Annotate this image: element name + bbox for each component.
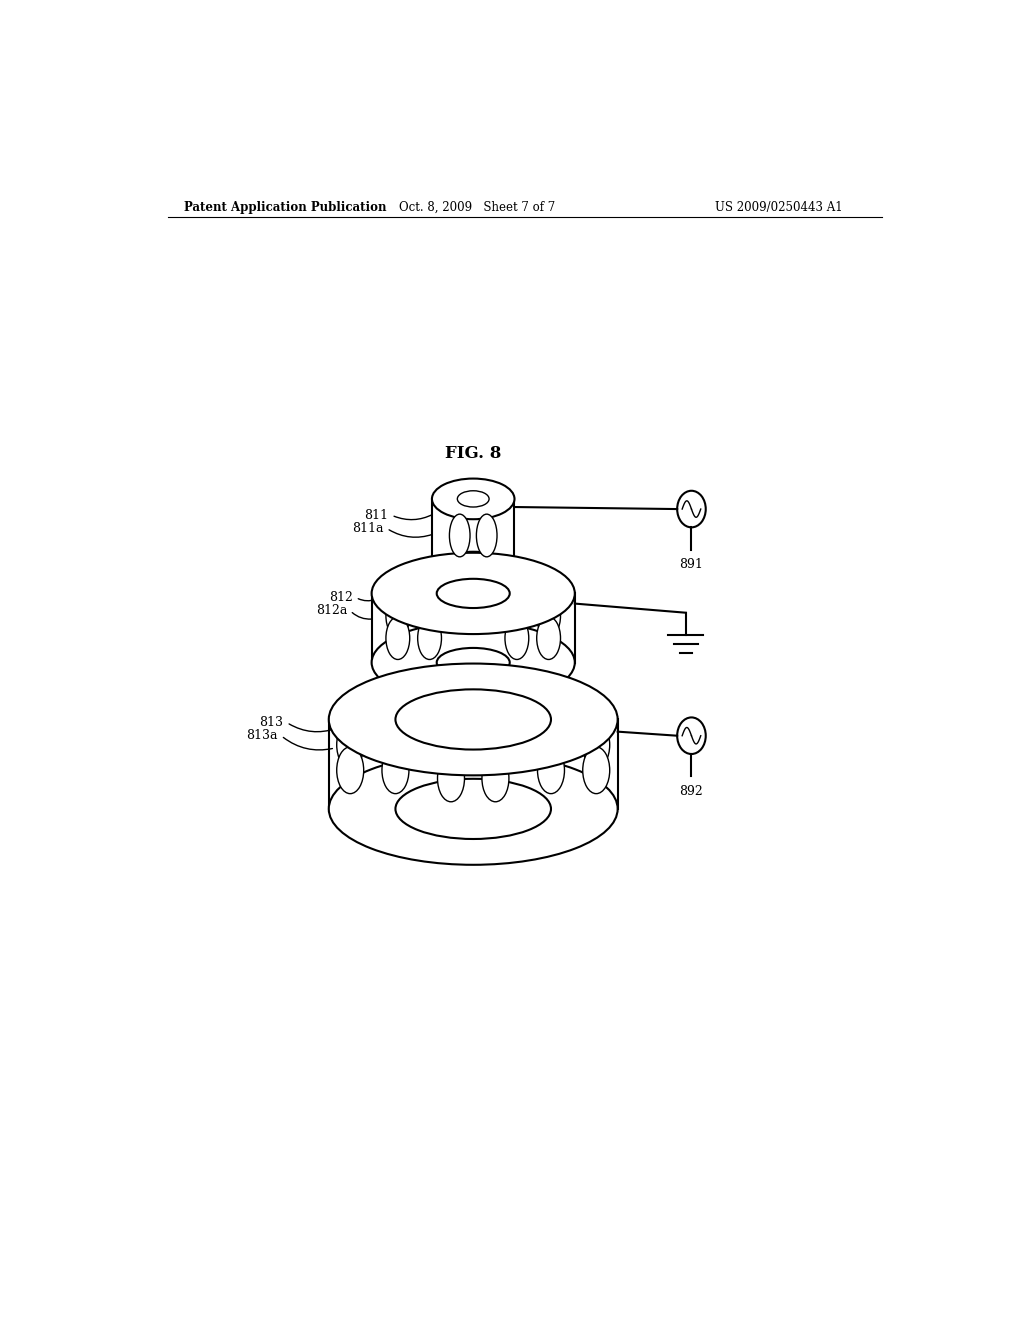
Ellipse shape — [432, 479, 514, 519]
Text: 892: 892 — [680, 784, 703, 797]
Ellipse shape — [386, 594, 410, 638]
Ellipse shape — [578, 692, 603, 706]
Text: US 2009/0250443 A1: US 2009/0250443 A1 — [715, 201, 843, 214]
Text: 811a: 811a — [352, 521, 384, 535]
Ellipse shape — [436, 648, 510, 677]
Ellipse shape — [554, 697, 580, 711]
Ellipse shape — [482, 731, 509, 779]
Ellipse shape — [329, 664, 617, 775]
Text: 813: 813 — [259, 715, 284, 729]
Ellipse shape — [424, 565, 446, 577]
Ellipse shape — [437, 704, 461, 718]
Ellipse shape — [394, 576, 417, 587]
Ellipse shape — [592, 709, 616, 722]
Ellipse shape — [437, 755, 465, 801]
Ellipse shape — [461, 676, 486, 690]
Ellipse shape — [382, 722, 409, 768]
Ellipse shape — [538, 747, 564, 793]
Ellipse shape — [529, 576, 552, 587]
Ellipse shape — [432, 552, 514, 593]
Polygon shape — [329, 719, 617, 809]
Polygon shape — [372, 594, 574, 663]
Ellipse shape — [482, 755, 509, 801]
Ellipse shape — [583, 747, 609, 793]
Ellipse shape — [505, 594, 528, 638]
Text: 812: 812 — [329, 591, 352, 605]
Ellipse shape — [386, 616, 410, 660]
Ellipse shape — [337, 722, 364, 768]
Ellipse shape — [537, 594, 560, 638]
Text: FIG. 8: FIG. 8 — [445, 445, 502, 462]
Ellipse shape — [437, 731, 465, 779]
Ellipse shape — [537, 616, 560, 660]
Ellipse shape — [458, 491, 489, 507]
Text: 813a: 813a — [247, 729, 278, 742]
Ellipse shape — [505, 616, 528, 660]
Ellipse shape — [450, 515, 470, 557]
Ellipse shape — [411, 589, 433, 602]
Ellipse shape — [462, 562, 484, 574]
Ellipse shape — [343, 692, 369, 706]
Text: Patent Application Publication: Patent Application Publication — [183, 201, 386, 214]
Ellipse shape — [337, 747, 364, 793]
Ellipse shape — [536, 678, 561, 693]
Ellipse shape — [538, 722, 564, 768]
Ellipse shape — [330, 709, 355, 722]
Ellipse shape — [500, 565, 522, 577]
Ellipse shape — [385, 678, 411, 693]
Ellipse shape — [514, 589, 536, 602]
Ellipse shape — [436, 578, 510, 609]
Ellipse shape — [583, 722, 609, 768]
Ellipse shape — [395, 779, 551, 840]
Ellipse shape — [418, 616, 441, 660]
Ellipse shape — [372, 553, 574, 634]
Polygon shape — [432, 499, 514, 572]
Ellipse shape — [367, 697, 392, 711]
Ellipse shape — [418, 594, 441, 638]
Ellipse shape — [485, 704, 509, 718]
Text: 891: 891 — [680, 558, 703, 570]
Ellipse shape — [382, 747, 409, 793]
Ellipse shape — [395, 689, 551, 750]
Text: 811: 811 — [365, 508, 388, 521]
Ellipse shape — [372, 622, 574, 704]
Text: Oct. 8, 2009   Sheet 7 of 7: Oct. 8, 2009 Sheet 7 of 7 — [399, 201, 555, 214]
Ellipse shape — [329, 752, 617, 865]
Ellipse shape — [476, 515, 497, 557]
Text: 812a: 812a — [315, 605, 347, 618]
